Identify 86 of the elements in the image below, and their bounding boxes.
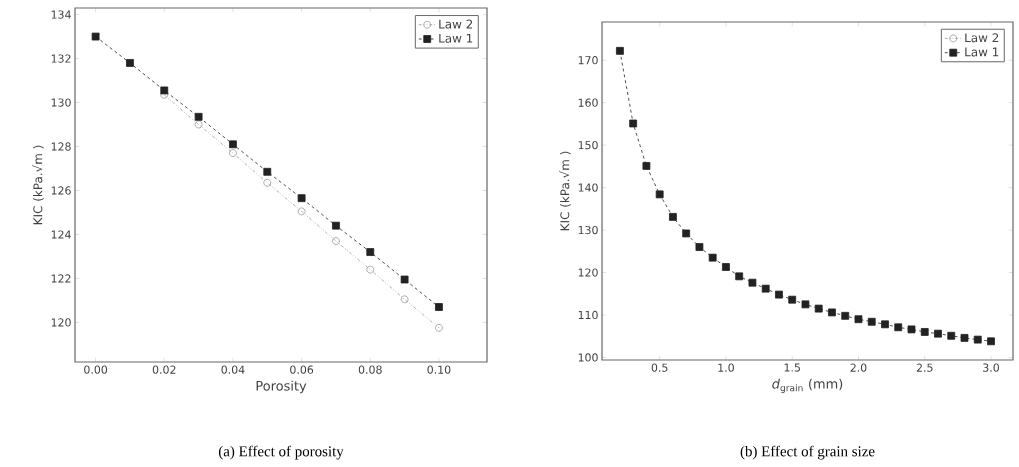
y-tick-label: 170 <box>578 56 598 65</box>
y-tick-label: 120 <box>578 268 598 277</box>
y-tick-label: 140 <box>578 183 598 192</box>
y-tick-label: 130 <box>578 225 598 235</box>
x-tick-label: 0.08 <box>358 365 382 374</box>
point <box>263 178 272 187</box>
point <box>366 265 375 274</box>
point <box>987 337 995 346</box>
y-tick-label: 120 <box>51 318 71 327</box>
x-tick-label: 1.5 <box>784 363 800 372</box>
point <box>366 248 375 256</box>
y-axis-title: KIC (kPa.√m ) <box>559 151 571 231</box>
point <box>695 243 704 251</box>
y-tick-label: 150 <box>578 140 598 150</box>
point <box>854 315 863 324</box>
point <box>894 323 903 332</box>
legend-label: Law 2 <box>439 19 473 29</box>
point <box>194 120 203 129</box>
point <box>669 213 677 221</box>
point <box>775 290 783 299</box>
x-tick-label: 3.0 <box>983 363 999 372</box>
point <box>947 331 956 340</box>
y-tick-label: 126 <box>51 186 71 195</box>
point <box>263 167 272 176</box>
text: (a) Effect of porosity <box>218 445 344 460</box>
point <box>655 190 664 199</box>
x-axis-title: d$_{grain}$ (mm) <box>772 378 843 394</box>
legend-label: Law 1 <box>965 47 999 57</box>
point <box>229 140 237 149</box>
point <box>867 317 876 326</box>
x-axis-title: Porosity <box>256 380 307 394</box>
point <box>828 308 836 317</box>
y-tick-label: 134 <box>51 10 71 19</box>
y-tick-label: 130 <box>51 98 71 107</box>
point <box>801 300 810 309</box>
x-tick-label: 0.06 <box>290 365 314 374</box>
legend-label: Law 1 <box>439 33 473 43</box>
point <box>841 311 850 320</box>
x-tick-label: 1.0 <box>718 363 734 372</box>
x-tick-label: 0.02 <box>152 365 176 374</box>
point <box>973 335 982 344</box>
x-tick-label: 0.5 <box>651 363 668 372</box>
y-tick-label: 160 <box>578 98 598 107</box>
point <box>194 112 203 121</box>
point <box>761 284 770 293</box>
y-tick-label: 128 <box>51 142 71 151</box>
point <box>907 325 916 334</box>
x-tick-label: 0.10 <box>427 365 451 374</box>
point <box>297 207 306 216</box>
point <box>682 229 691 238</box>
point <box>126 59 134 67</box>
point <box>616 46 624 55</box>
point <box>91 32 100 41</box>
point <box>160 86 169 95</box>
point <box>722 263 730 271</box>
legend-label: Law 2 <box>965 33 999 43</box>
x-tick-label: 0.04 <box>221 365 245 374</box>
point <box>297 194 306 203</box>
point <box>708 253 717 262</box>
point <box>934 329 942 338</box>
point <box>735 272 744 281</box>
point <box>881 320 889 329</box>
point <box>748 278 757 287</box>
x-tick-label: 0.00 <box>84 365 108 374</box>
y-tick-label: 110 <box>578 310 598 320</box>
point <box>332 237 340 245</box>
point <box>400 275 409 284</box>
y-axis-title: KIC (kPa.√m ) <box>32 145 44 225</box>
point <box>642 162 651 170</box>
y-tick-label: 124 <box>51 230 71 239</box>
y-tick-label: 132 <box>51 54 71 63</box>
text: (b) Effect of grain size <box>740 445 875 460</box>
point <box>332 221 340 230</box>
point <box>229 149 237 157</box>
point <box>814 304 823 313</box>
point <box>400 295 409 304</box>
point <box>960 334 969 342</box>
point <box>788 295 797 304</box>
x-tick-label: 2.5 <box>916 363 933 372</box>
x-tick-label: 2.0 <box>850 363 867 372</box>
point <box>435 324 443 332</box>
y-tick-label: 100 <box>578 353 598 362</box>
y-tick-label: 122 <box>51 274 71 283</box>
point <box>920 328 929 336</box>
point <box>435 303 443 311</box>
point <box>629 119 638 128</box>
